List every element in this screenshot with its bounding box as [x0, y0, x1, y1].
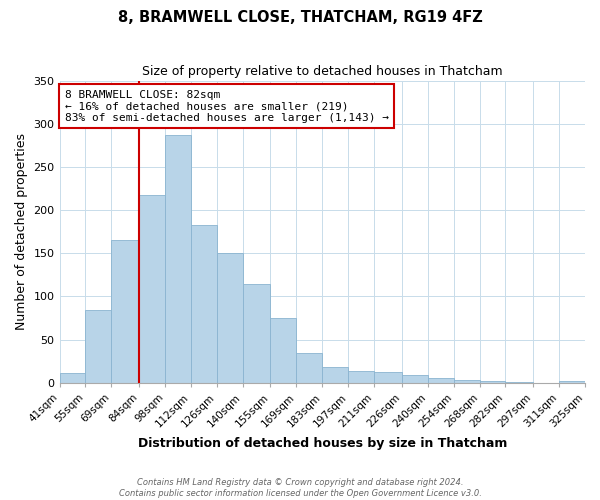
Y-axis label: Number of detached properties: Number of detached properties: [15, 133, 28, 330]
Bar: [296, 352, 322, 383]
Bar: [348, 370, 374, 383]
Bar: [139, 194, 165, 383]
Bar: [59, 374, 85, 383]
Bar: [402, 375, 428, 383]
Bar: [112, 240, 139, 383]
Bar: [322, 367, 348, 383]
Bar: [85, 310, 112, 383]
Bar: [428, 378, 454, 383]
Bar: [217, 254, 243, 383]
Bar: [559, 381, 585, 383]
Bar: [479, 381, 505, 383]
Bar: [243, 284, 271, 383]
Bar: [374, 372, 402, 383]
Title: Size of property relative to detached houses in Thatcham: Size of property relative to detached ho…: [142, 65, 503, 78]
X-axis label: Distribution of detached houses by size in Thatcham: Distribution of detached houses by size …: [137, 437, 507, 450]
Text: Contains HM Land Registry data © Crown copyright and database right 2024.
Contai: Contains HM Land Registry data © Crown c…: [119, 478, 481, 498]
Text: 8 BRAMWELL CLOSE: 82sqm
← 16% of detached houses are smaller (219)
83% of semi-d: 8 BRAMWELL CLOSE: 82sqm ← 16% of detache…: [65, 90, 389, 123]
Bar: [505, 382, 533, 383]
Text: 8, BRAMWELL CLOSE, THATCHAM, RG19 4FZ: 8, BRAMWELL CLOSE, THATCHAM, RG19 4FZ: [118, 10, 482, 25]
Bar: [271, 318, 296, 383]
Bar: [454, 380, 479, 383]
Bar: [191, 225, 217, 383]
Bar: [165, 135, 191, 383]
